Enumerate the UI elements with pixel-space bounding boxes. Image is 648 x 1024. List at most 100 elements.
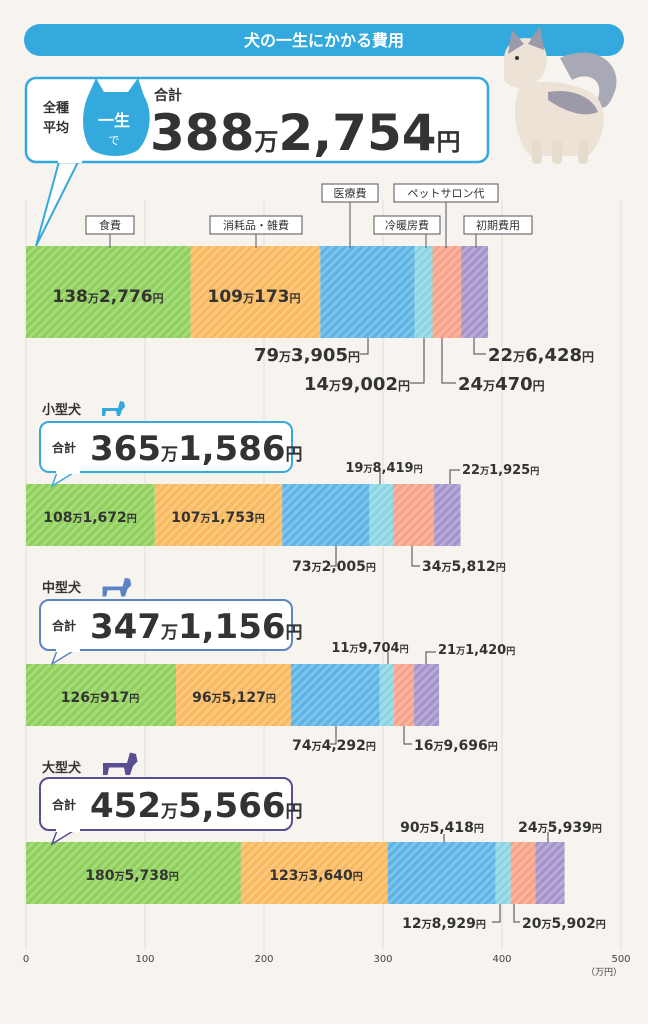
group-total-value-rest: 1,156 [178,607,286,647]
size-group-label: 小型犬 [42,402,82,418]
value-label-man: 34 [422,559,442,575]
value-label-rest: 917 [100,690,129,706]
header-title: 犬の一生にかかる費用 [244,31,404,50]
value-label: 73万2,005円 [292,559,376,575]
bar-segment-hatch [393,664,414,726]
value-label-man: 107 [171,510,200,526]
value-label: 79万3,905円 [254,345,360,366]
value-label-man-unit: 万 [328,379,341,393]
header-bar [24,24,624,56]
dog-silhouette-icon [102,401,125,416]
dog-silhouette [103,752,138,775]
value-label-rest: 6,428 [525,345,582,366]
value-label-man: 24 [458,374,483,395]
value-label-yen-unit: 円 [596,919,606,931]
group-total-value-man-unit: 万 [160,445,178,465]
bar-segment-hatch [495,842,511,904]
value-label-man: 11 [331,641,349,656]
value-label-rest: 9,704 [358,641,399,656]
group-total-label: 合計 [52,440,76,455]
category-label: 医療費 [334,186,367,200]
group-total-value-man: 365 [90,429,161,469]
value-label: 126万917円 [61,690,139,706]
value-label-yen-unit: 円 [127,513,137,525]
value-label-rest: 470 [495,374,533,395]
dog-head-badge-icon [83,78,150,156]
value-label-yen-unit: 円 [153,292,164,305]
value-label-yen-unit: 円 [476,919,486,931]
value-leader [441,338,456,384]
avg-total-label: 合計 [154,87,182,104]
dog-head [504,38,547,88]
dog-silhouette-icon [103,752,138,775]
value-label-rest: 173 [254,287,290,307]
value-label: 74万4,292円 [292,738,376,754]
value-label-man-unit: 万 [211,693,222,705]
value-label-man: 20 [522,916,542,932]
value-label-man: 73 [292,559,311,575]
value-label-rest: 4,292 [322,738,366,754]
value-label: 34万5,812円 [422,559,506,575]
value-label-man: 22 [462,463,480,478]
bar-segment-hatch [26,664,177,726]
bar-segment-hatch [26,842,241,904]
value-label-man-unit: 万 [242,292,254,305]
value-label-yen-unit: 円 [366,741,376,753]
category-label: ペットサロン代 [408,187,485,200]
value-label-rest: 2,776 [99,287,153,307]
value-label-man: 16 [414,738,433,754]
group-total-value-man-unit: 万 [160,802,178,822]
dog-leg [552,140,562,164]
value-label-man-unit: 万 [432,741,443,753]
value-label-rest: 1,420 [465,643,506,658]
value-leader [473,338,486,355]
value-label: 22万1,925円 [462,463,539,478]
dog-leg [578,140,588,164]
bar-segment-hatch [240,842,388,904]
value-label-yen-unit: 円 [533,379,545,393]
value-label-man: 21 [438,643,456,658]
value-label-yen-unit: 円 [474,823,484,835]
group-callout-joint [56,647,80,652]
value-label-man-unit: 万 [278,350,291,364]
bar-segment-hatch [379,664,394,726]
value-label-rest: 5,812 [451,559,495,575]
value-label-rest: 1,672 [82,510,126,526]
value-label-rest: 1,753 [210,510,254,526]
value-label-man: 22 [488,345,513,366]
value-leader [425,651,436,664]
value-label-rest: 3,640 [308,868,353,884]
value-label-man: 19 [345,461,363,476]
value-label-man: 123 [269,868,298,884]
bar-segment-hatch [26,246,191,338]
value-label: 22万6,428円 [488,345,594,366]
avg-total-value-yen-unit: 円 [437,128,461,156]
value-label-man: 74 [292,738,312,754]
value-label-man-unit: 万 [113,871,124,883]
avg-callout-joint [58,157,82,163]
group-callout-joint [56,827,80,832]
bar-segment-hatch [282,484,370,546]
category-label-box [463,215,533,235]
x-tick-label: 200 [254,954,273,965]
bar-segment-hatch [510,842,536,904]
value-label: 24万5,939円 [518,820,602,836]
value-label-man-unit: 万 [348,644,358,655]
value-label-man-unit: 万 [421,919,432,931]
value-label: 16万9,696円 [414,738,498,754]
category-label: 初期費用 [476,218,520,232]
group-total-value-yen-unit: 円 [286,445,303,465]
x-axis-unit: （万円） [586,967,622,978]
avg-total-value-man: 388 [150,104,254,162]
value-leader [410,338,425,384]
value-label-man-unit: 万 [297,871,308,883]
value-label-rest: 5,738 [124,868,168,884]
group-callout-box [39,599,293,651]
value-label-rest: 5,939 [548,820,592,836]
bar-segment-hatch [154,484,283,546]
value-leader [492,904,501,923]
value-label-man: 24 [518,820,538,836]
bar-segment-hatch [392,484,435,546]
value-label: 14万9,002円 [304,374,410,395]
